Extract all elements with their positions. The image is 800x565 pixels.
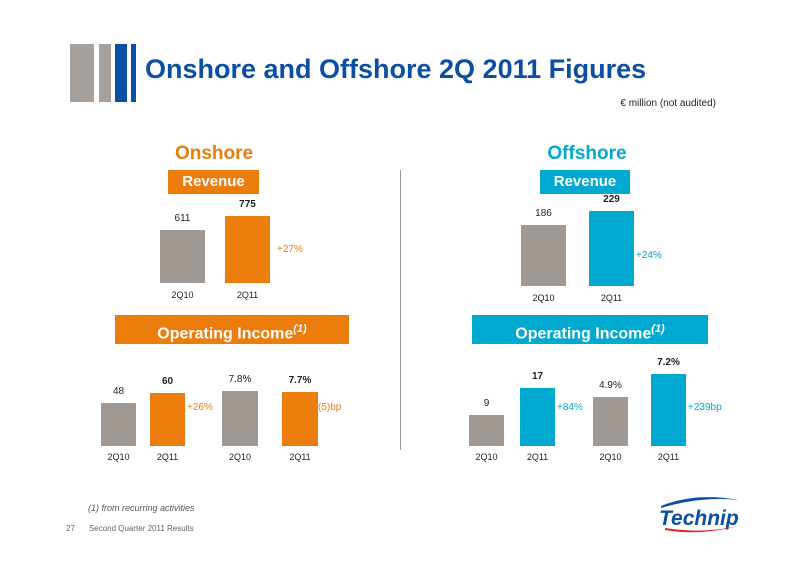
offshore-op-margin-category-label: 2Q10 (599, 452, 622, 462)
onshore-op-margin-change: (5)bp (318, 402, 342, 413)
onshore-op-margin-value-label: 7.8% (228, 374, 252, 385)
onshore-op-income-category-label: 2Q11 (156, 452, 179, 462)
offshore-op-income-label: Operating Income(1) (472, 315, 708, 344)
offshore-op-income-change: +84% (557, 402, 583, 413)
offshore-revenue-change: +24% (636, 250, 662, 261)
onshore-revenue-bar-2Q11 (225, 215, 270, 283)
offshore-heading: Offshore (547, 143, 627, 164)
onshore-op-margin-bar-2Q11 (282, 391, 318, 446)
offshore-revenue-value-label: 229 (603, 194, 620, 206)
header-decoration (70, 44, 94, 102)
onshore-op-margin-category-label: 2Q10 (228, 452, 252, 462)
onshore-heading: Onshore (174, 143, 254, 164)
onshore-revenue-change: +27% (277, 244, 303, 255)
page-title: Onshore and Offshore 2Q 2011 Figures (145, 54, 647, 84)
onshore-revenue-label: Revenue (168, 170, 259, 194)
onshore-revenue-label-text: Revenue (182, 173, 245, 190)
onshore-op-income-change: +26% (187, 402, 213, 413)
technip-logo-graphic: Technip (659, 497, 739, 533)
footnote-marker: (1) (293, 323, 307, 335)
offshore-revenue-label-text: Revenue (553, 173, 617, 190)
onshore-revenue-value-label: 775 (239, 198, 256, 210)
onshore-op-margin-category-label: 2Q11 (289, 452, 311, 462)
offshore-revenue-bar-2Q10 (521, 225, 566, 286)
offshore-op-income-category-label: 2Q10 (475, 452, 498, 462)
onshore-op-income-label: Operating Income(1) (115, 315, 349, 344)
offshore-revenue-label: Revenue (540, 170, 630, 194)
onshore-op-income-bar-2Q11 (150, 392, 185, 446)
onshore-op-margin-value-label: 7.7% (288, 374, 312, 386)
onshore-op-income-bar-2Q10 (101, 403, 136, 446)
offshore-op-income-label-text: Operating Income (515, 325, 652, 343)
offshore-op-income-bar-2Q10 (469, 415, 504, 446)
offshore-revenue-category-label: 2Q11 (600, 293, 623, 303)
onshore-revenue-category-label: 2Q11 (236, 290, 259, 300)
onshore-revenue-category-label: 2Q10 (171, 290, 194, 300)
footnote-marker: (1) (651, 323, 665, 335)
section-divider (400, 170, 401, 450)
offshore-revenue-category-label: 2Q10 (532, 293, 555, 303)
header-decoration (99, 44, 111, 102)
offshore-op-income-value-label: 17 (531, 371, 544, 383)
onshore-revenue-value-label: 611 (174, 212, 191, 224)
page-number: 27 (66, 524, 75, 533)
technip-logo: Technip (655, 494, 745, 534)
onshore-op-income-value-label: 60 (161, 375, 174, 387)
footnote: (1) from recurring activities (88, 503, 195, 513)
offshore-op-margin-value-label: 4.9% (599, 380, 622, 391)
offshore-op-margin-bar-2Q11 (651, 374, 686, 446)
offshore-op-margin-category-label: 2Q11 (657, 452, 680, 462)
onshore-op-margin-bar-2Q10 (222, 391, 258, 446)
footer: 27 Second Quarter 2011 Results (66, 524, 208, 533)
onshore-revenue-bar-2Q10 (160, 229, 205, 283)
offshore-op-income-bar-2Q11 (520, 388, 555, 446)
offshore-op-income-category-label: 2Q11 (526, 452, 549, 462)
header-decoration (131, 44, 136, 102)
footer-text: Second Quarter 2011 Results (88, 524, 194, 533)
onshore-op-income-value-label: 48 (112, 386, 125, 398)
onshore-op-income-label-text: Operating Income (157, 325, 294, 343)
technip-logo-text: Technip (659, 507, 739, 530)
unit-note: € million (not audited) (620, 98, 716, 109)
offshore-op-margin-bar-2Q10 (593, 397, 628, 446)
offshore-revenue-bar-2Q11 (589, 211, 634, 286)
offshore-op-margin-change: +239bp (688, 402, 722, 413)
offshore-op-income-value-label: 9 (483, 398, 490, 410)
offshore-op-margin-value-label: 7.2% (657, 357, 680, 368)
onshore-op-income-category-label: 2Q10 (107, 452, 130, 462)
offshore-revenue-value-label: 186 (535, 208, 552, 220)
header-decoration (115, 44, 127, 102)
